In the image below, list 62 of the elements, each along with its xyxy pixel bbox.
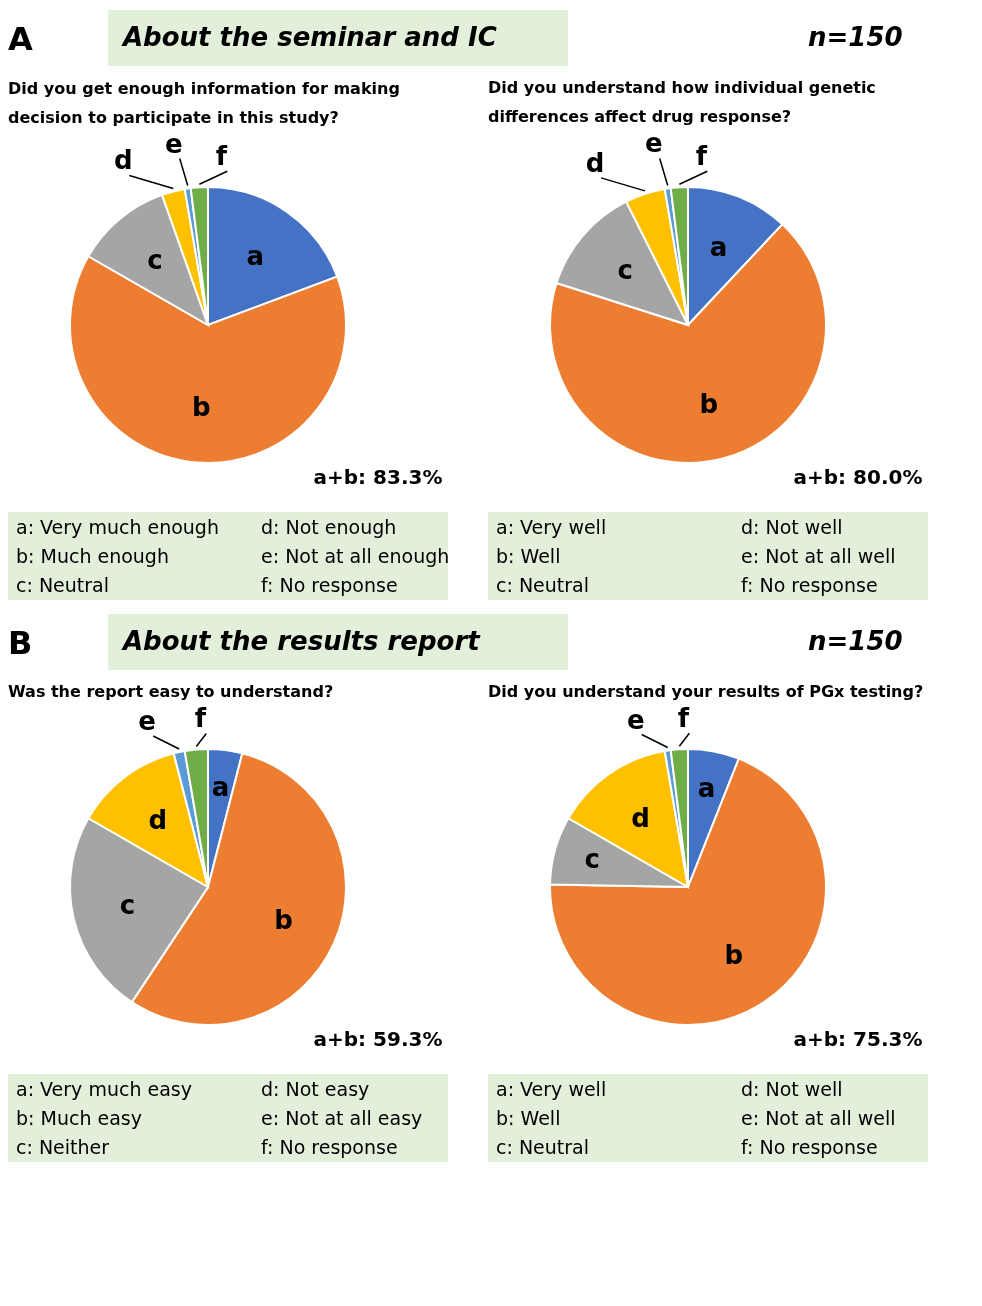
- slice-label: c: [119, 890, 136, 921]
- slice-label: d: [585, 147, 605, 178]
- slice-label: f: [215, 141, 228, 172]
- text: n=150: [808, 626, 903, 656]
- chart-title: Did you get enough information for making decision to participate in this study?: [8, 78, 400, 127]
- slice-label: c: [617, 255, 633, 286]
- text: f: No response: [741, 574, 878, 596]
- text: f: No response: [261, 574, 398, 596]
- slice-label: f: [194, 703, 207, 734]
- text: A: [8, 20, 33, 58]
- text: e: Not at all easy: [261, 1107, 423, 1129]
- slice-label: b: [191, 391, 211, 422]
- text: f: No response: [261, 1136, 398, 1158]
- text: a: Very much enough: [16, 516, 219, 538]
- text: e: Not at all well: [741, 1107, 896, 1129]
- text: d: Not well: [741, 1078, 843, 1100]
- text: d: Not easy: [261, 1078, 370, 1100]
- slice-label: f: [677, 703, 690, 734]
- text: b: Well: [496, 1107, 561, 1129]
- text: a+b: 59.3%: [313, 1027, 443, 1051]
- chart-title: Did you understand your results of PGx testing?: [488, 682, 924, 702]
- text: b: Well: [496, 545, 561, 567]
- text: c: Neutral: [496, 1136, 590, 1158]
- text: a+b: 75.3%: [793, 1027, 923, 1051]
- text: a+b: 80.0%: [793, 465, 923, 489]
- chart-title: Was the report easy to understand?: [8, 682, 334, 702]
- text: a: Very well: [496, 1078, 607, 1100]
- text: B: [8, 624, 33, 662]
- slice-label: c: [147, 245, 163, 276]
- slice-label: b: [699, 389, 719, 420]
- slice-label: f: [695, 141, 708, 172]
- slice-label: b: [724, 939, 744, 970]
- slice-label: e: [138, 706, 156, 737]
- slice-label: d: [631, 803, 650, 834]
- text: e: Not at all enough: [261, 545, 450, 567]
- text: d: Not well: [741, 516, 843, 538]
- text: b: Much enough: [16, 545, 169, 567]
- slice-label: e: [644, 128, 663, 159]
- slice-label: a: [697, 773, 716, 804]
- text: e: Not at all well: [741, 545, 896, 567]
- slice-label: e: [626, 704, 645, 735]
- text: a+b: 83.3%: [313, 465, 443, 489]
- text: c: Neutral: [16, 574, 110, 596]
- slice-label: d: [113, 145, 133, 176]
- text: a: Very well: [496, 516, 607, 538]
- text: f: No response: [741, 1136, 878, 1158]
- slice-label: d: [148, 805, 168, 836]
- text: c: Neither: [16, 1136, 110, 1158]
- text: c: Neutral: [496, 574, 590, 596]
- chart-title: Did you understand how individual genetic differences affect drug response?: [488, 78, 876, 127]
- slice-label: b: [274, 904, 293, 935]
- text: n=150: [808, 22, 903, 52]
- text: b: Much easy: [16, 1107, 142, 1129]
- text: d: Not enough: [261, 516, 397, 538]
- slice-label: a: [246, 240, 264, 271]
- slice-label: c: [584, 844, 600, 875]
- text: About the results report: [121, 626, 482, 656]
- slice-label: a: [211, 772, 230, 803]
- slice-label: e: [164, 128, 183, 159]
- text: About the seminar and IC: [121, 22, 497, 52]
- text: a: Very much easy: [16, 1078, 192, 1100]
- slice-label: a: [709, 232, 728, 262]
